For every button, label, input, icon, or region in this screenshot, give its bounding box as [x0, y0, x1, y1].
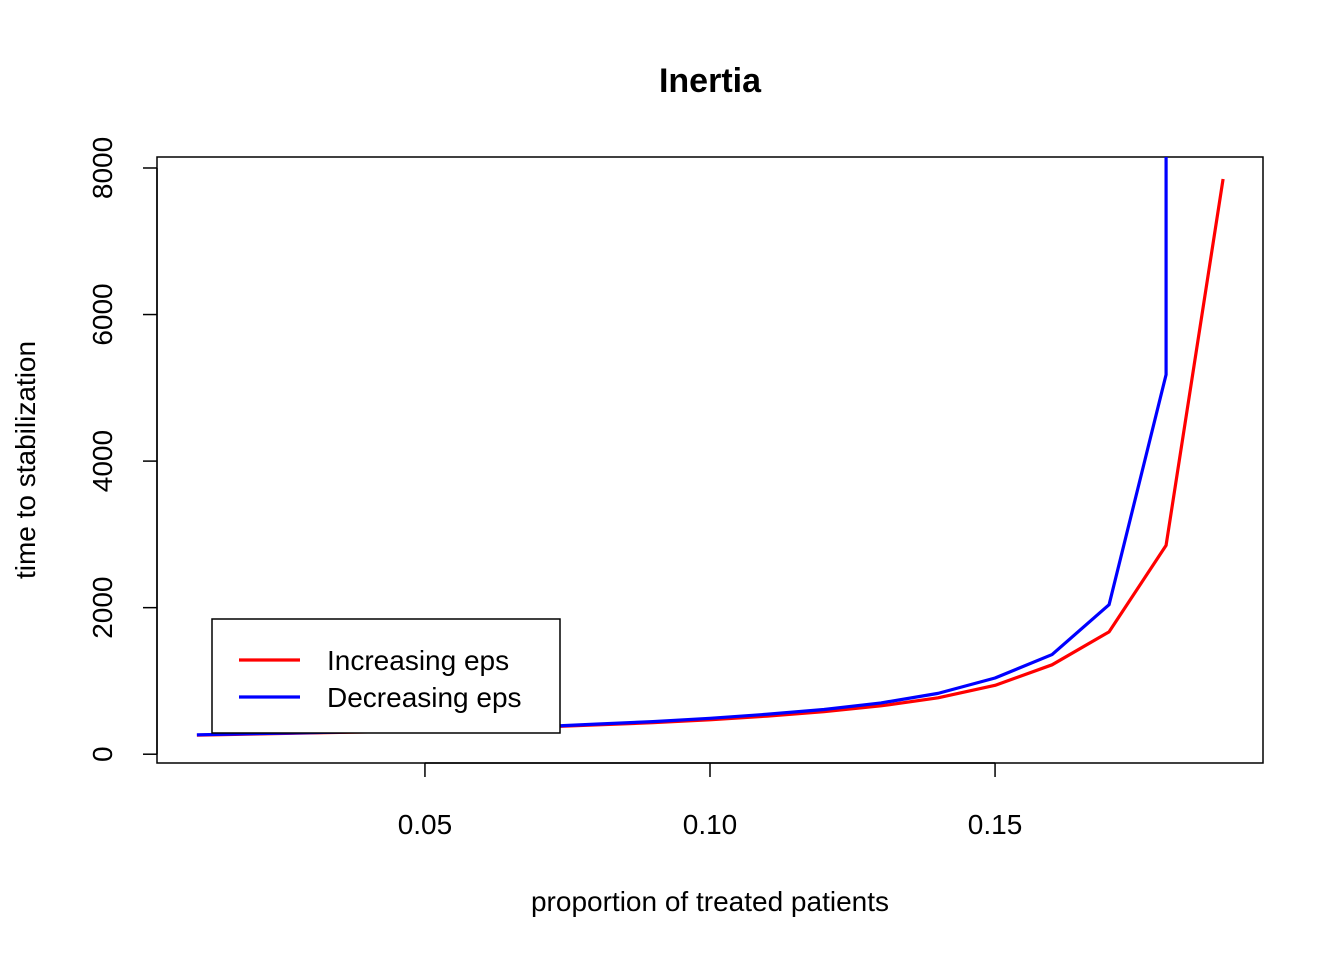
y-axis-label: time to stabilization — [10, 341, 41, 579]
legend-box — [211, 618, 561, 734]
x-tick-label: 0.15 — [968, 809, 1023, 840]
y-tick-label: 6000 — [87, 283, 118, 345]
legend: Increasing eps Decreasing eps — [211, 618, 561, 734]
x-axis: 0.05 0.10 0.15 — [398, 762, 1023, 840]
y-tick-label: 2000 — [87, 577, 118, 639]
x-tick-label: 0.05 — [398, 809, 453, 840]
x-tick-label: 0.10 — [683, 809, 738, 840]
y-tick-label: 4000 — [87, 430, 118, 492]
y-axis: 0 2000 4000 6000 8000 — [87, 137, 158, 762]
y-tick-label: 8000 — [87, 137, 118, 199]
x-axis-label: proportion of treated patients — [531, 886, 889, 917]
legend-label: Increasing eps — [327, 645, 509, 676]
legend-label: Decreasing eps — [327, 682, 522, 713]
chart-title: Inertia — [659, 62, 762, 100]
y-tick-label: 0 — [87, 746, 118, 762]
